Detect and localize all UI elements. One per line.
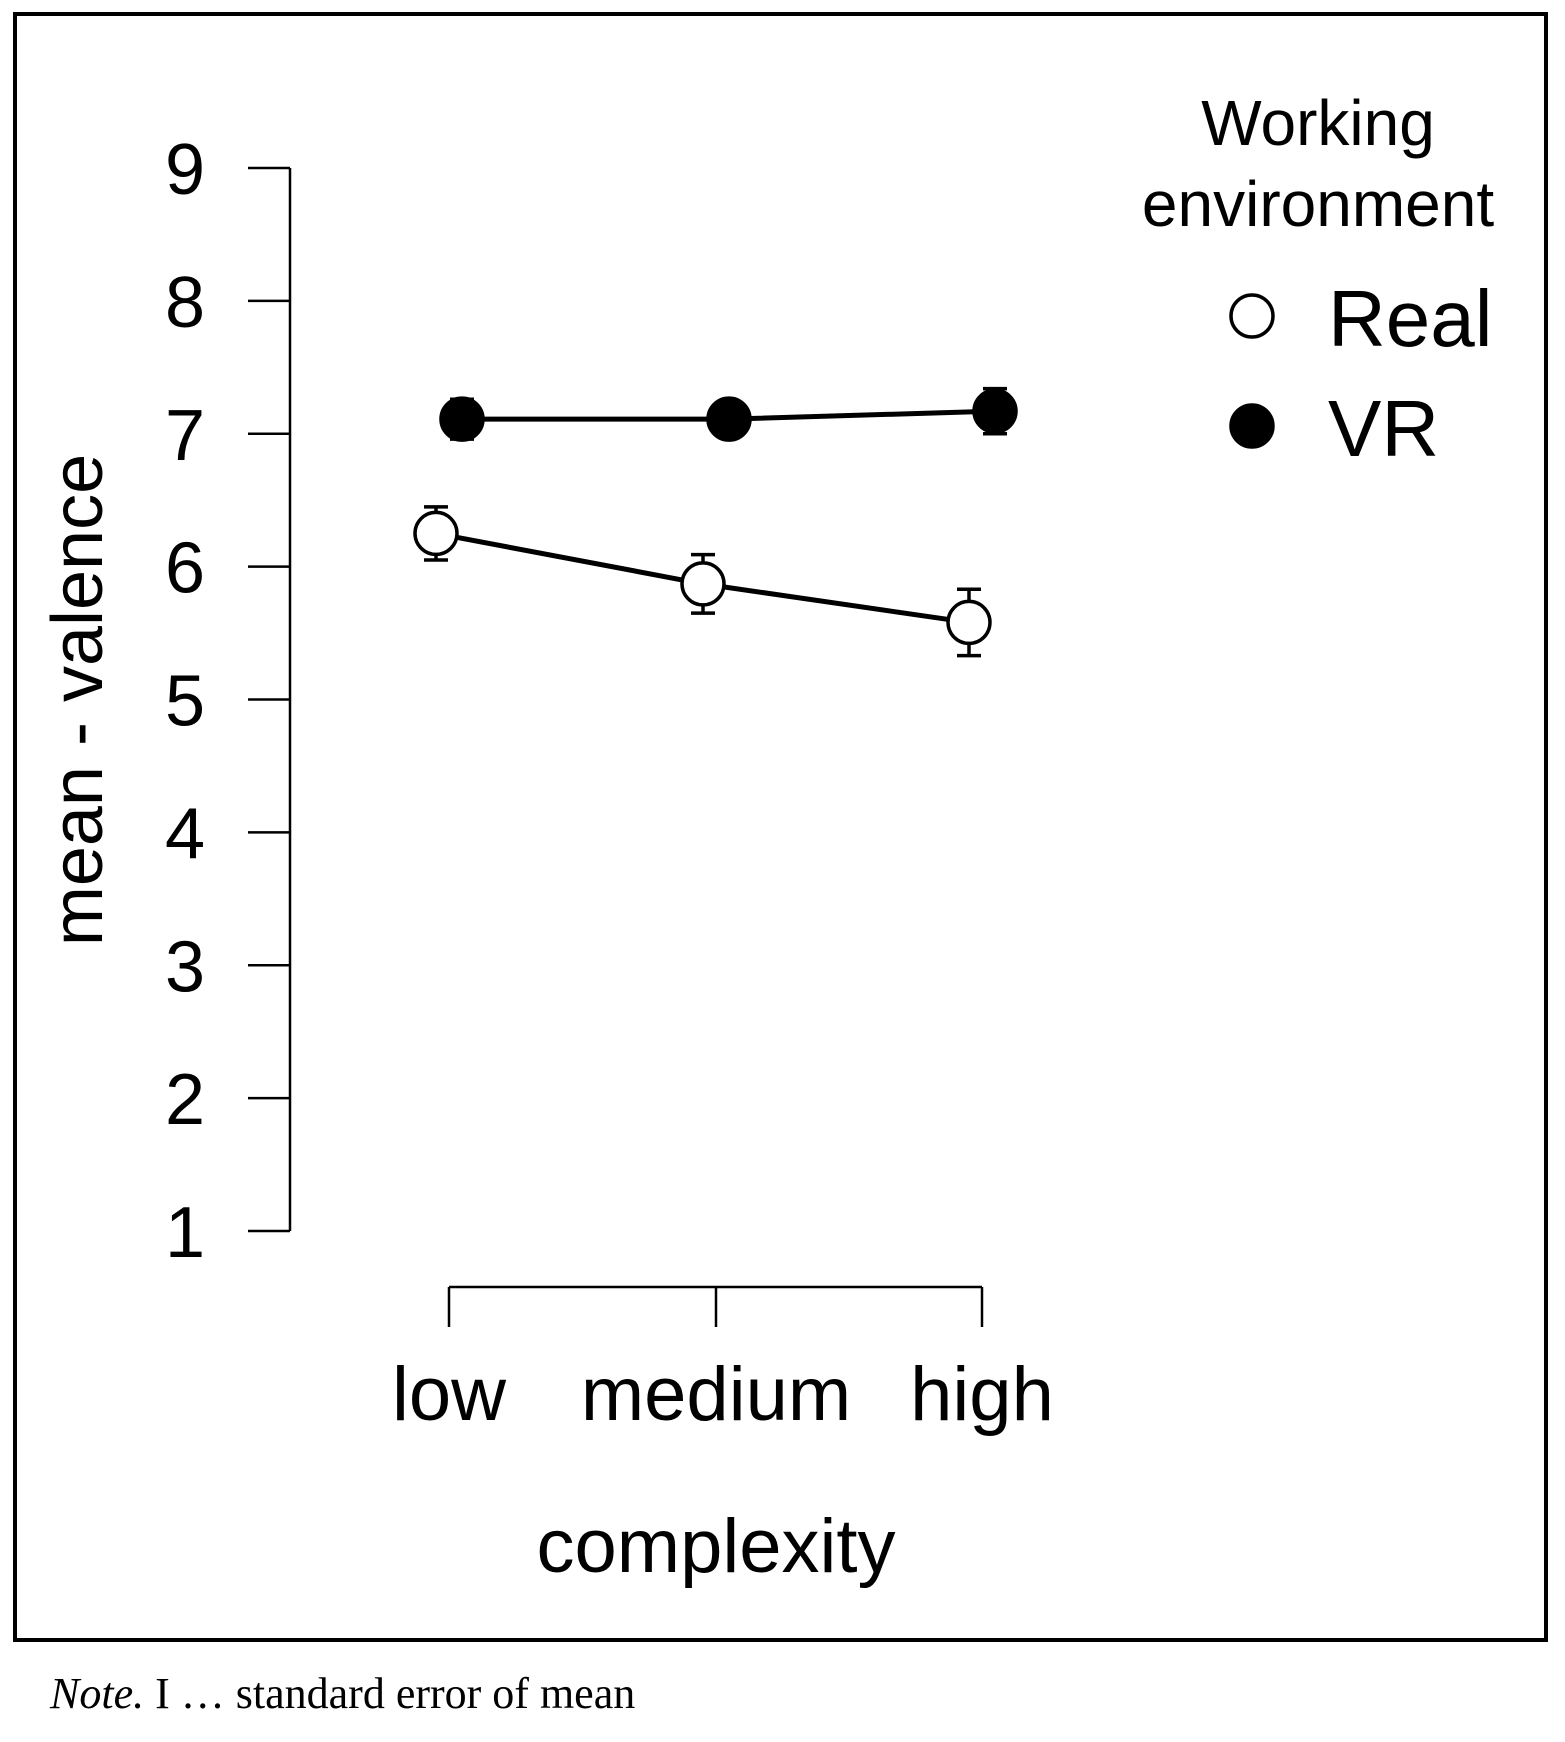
x-tick-label-high: high: [910, 1352, 1054, 1437]
legend-title-line1: Working: [1201, 87, 1435, 159]
note-label: Note.: [50, 1669, 145, 1718]
y-axis-label: mean - valence: [38, 454, 118, 946]
y-tick-label-9: 9: [165, 130, 205, 210]
y-axis: 1 2 3 4 5 6 7 8 9: [165, 130, 292, 1273]
x-tick-label-medium: medium: [581, 1352, 851, 1437]
x-axis-label: complexity: [537, 1504, 896, 1589]
data-point-vr-low: [439, 396, 485, 442]
data-point-real-high: [946, 599, 992, 646]
legend: Working environment Real VR: [1142, 87, 1494, 473]
legend-label-real: Real: [1328, 274, 1493, 363]
legend-label-vr: VR: [1328, 384, 1439, 473]
legend-marker-real: [1229, 293, 1275, 339]
y-tick-label-2: 2: [165, 1060, 205, 1140]
x-axis: low medium high: [392, 1285, 1054, 1437]
y-tick-label-1: 1: [165, 1193, 205, 1273]
note-text: I … standard error of mean: [144, 1669, 636, 1718]
legend-title-line2: environment: [1142, 168, 1494, 240]
figure-note: Note. I … standard error of mean: [50, 1668, 635, 1719]
y-tick-label-5: 5: [165, 662, 205, 742]
series-real: [413, 505, 992, 658]
chart-frame: [13, 12, 1548, 1642]
data-point-real-low: [413, 510, 459, 557]
y-tick-label-3: 3: [165, 927, 205, 1007]
y-tick-label-6: 6: [165, 529, 205, 609]
series-vr: [439, 386, 1018, 442]
data-point-vr-high: [972, 388, 1018, 434]
y-tick-label-7: 7: [165, 396, 205, 476]
data-point-vr-medium: [706, 396, 752, 442]
legend-marker-vr: [1229, 403, 1275, 449]
y-tick-label-4: 4: [165, 794, 205, 874]
x-tick-label-low: low: [392, 1352, 507, 1437]
y-tick-label-8: 8: [165, 263, 205, 343]
data-point-real-medium: [680, 561, 726, 607]
series-layer: [413, 386, 1018, 658]
